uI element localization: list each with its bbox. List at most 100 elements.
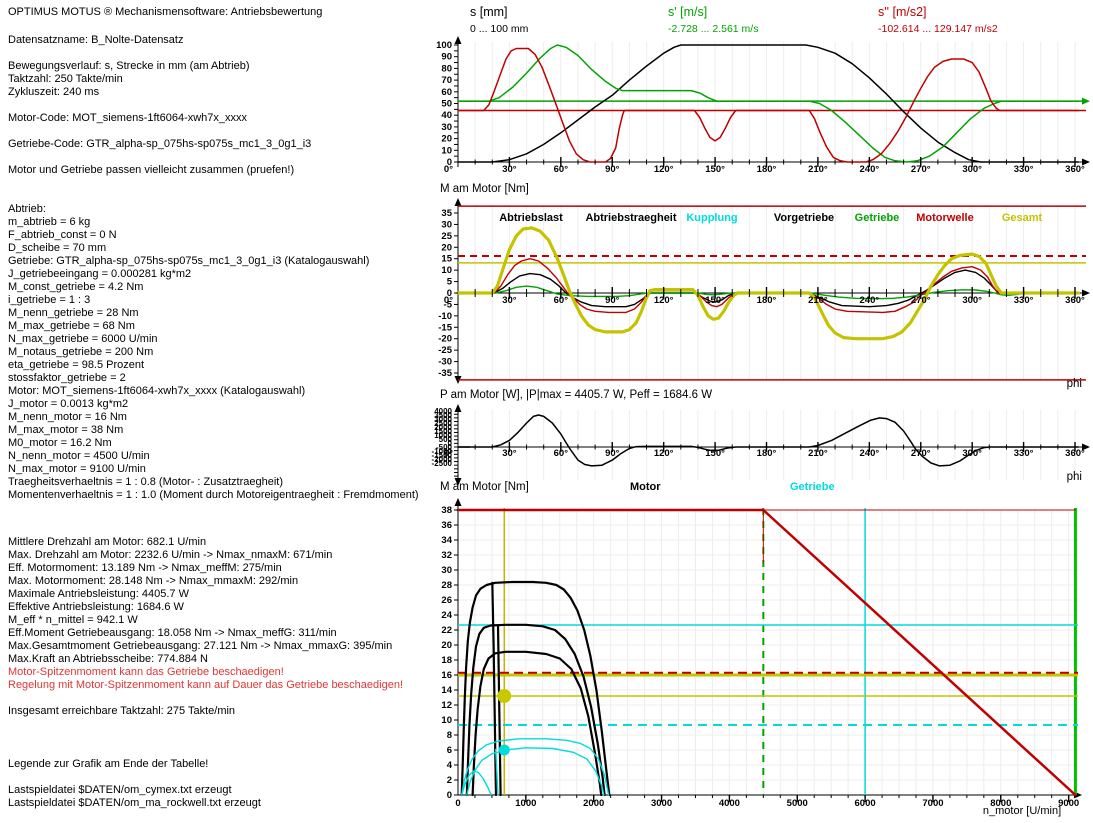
series-gear-load-outer <box>461 738 610 796</box>
x-tick-label: 0° <box>444 295 453 306</box>
axis-arrow <box>454 36 462 44</box>
info-line: Bewegungsverlauf: s, Strecke in mm (am A… <box>8 60 250 72</box>
x-tick-label: 150° <box>705 164 725 175</box>
x-tick-label: 2000 <box>583 798 604 809</box>
x-axis-label: n_motor [U/min] <box>983 805 1061 817</box>
x-tick-label: 60° <box>554 448 569 459</box>
y-tick-label: 20 <box>441 640 452 651</box>
chart-header-title: s' [m/s] <box>668 5 707 19</box>
warning-line: Regelung mit Motor-Spitzenmoment kann au… <box>8 679 404 691</box>
y-blob-label: 1000 <box>434 431 452 440</box>
x-tick-label: 4000 <box>719 798 740 809</box>
y-tick-label: 6 <box>447 745 452 756</box>
x-tick-label: 360° <box>1065 295 1085 306</box>
y-tick-label: 90 <box>441 52 452 63</box>
y-blob-label: -2500 <box>432 459 453 468</box>
x-tick-label: 0 <box>455 798 460 809</box>
y-tick-label: 12 <box>441 700 452 711</box>
series-P <box>457 414 1080 467</box>
legend-gesamt: Gesamt <box>1002 212 1043 224</box>
x-tick-label: 30° <box>502 164 517 175</box>
info-line: Motor-Code: MOT_siemens-1ft6064-xwh7x_xx… <box>8 112 248 124</box>
y-tick-label: 32 <box>441 550 452 561</box>
legend-motor: Motor <box>630 481 661 493</box>
y-tick-label: -20 <box>438 334 452 345</box>
info-line: D_scheibe = 70 mm <box>8 242 107 254</box>
y-tick-label: 4 <box>447 760 453 771</box>
series-s-prime <box>457 44 1080 163</box>
y-blob-label: 2500 <box>434 419 452 428</box>
info-line: J_motor = 0.0013 kg*m2 <box>8 398 129 410</box>
axis-arrow <box>1082 289 1090 297</box>
info-line: Zykluszeit: 240 ms <box>8 86 100 98</box>
y-blob-label: 3000 <box>434 415 452 424</box>
y-tick-label: 28 <box>441 580 452 591</box>
info-line: Getriebe-Code: GTR_alpha-sp_075hs-sp075s… <box>8 138 312 150</box>
x-tick-label: 120° <box>654 448 674 459</box>
info-line: Max.Kraft an Abtriebsscheibe: 774.884 N <box>8 653 208 665</box>
phi-label: phi <box>1067 378 1082 390</box>
series-gear-load-branch <box>495 748 499 796</box>
info-line: M_nenn_getriebe = 28 Nm <box>8 307 139 319</box>
info-line: Momentenverhaeltnis = 1 : 1.0 (Moment du… <box>8 489 419 501</box>
y-tick-label: 20 <box>441 242 452 253</box>
x-tick-label: 3000 <box>651 798 672 809</box>
series-motor-load-outer <box>460 580 611 797</box>
x-tick-label: 270° <box>911 448 931 459</box>
series-motor-load-branch-2 <box>496 624 502 797</box>
info-line: m_abtrieb = 6 kg <box>8 216 91 228</box>
info-line: M0_motor = 16.2 Nm <box>8 437 112 449</box>
x-tick-label: 210° <box>808 448 828 459</box>
series-gear-load-mid <box>466 747 605 796</box>
y-tick-label: 30 <box>441 219 452 230</box>
x-tick-label: 210° <box>808 164 828 175</box>
legend-vorgetriebe: Vorgetriebe <box>774 212 834 224</box>
info-line: M_eff * n_mittel = 942.1 W <box>8 614 138 626</box>
series-s <box>457 44 1080 163</box>
x-tick-label: 360° <box>1065 164 1085 175</box>
torque-phi-chart: 0° 30° 60° 90° 120° 150° 180° 210° 240° 270° 300° 3… <box>438 183 1090 390</box>
info-line: N_nenn_motor = 4500 U/min <box>8 450 150 462</box>
series-motor-load-branch-1 <box>491 581 498 797</box>
legend-abtriebstraegheit: Abtriebstraegheit <box>585 212 676 224</box>
chart-header-range: -102.614 ... 129.147 m/s2 <box>878 23 998 35</box>
y-tick-label: 25 <box>441 231 452 242</box>
info-line: M_max_getriebe = 68 Nm <box>8 320 135 332</box>
info-line: M_nenn_motor = 16 Nm <box>8 411 127 423</box>
y-blob-label: 500 <box>439 435 453 444</box>
info-line: Eff. Motormoment: 13.189 Nm -> Nmax_meff… <box>8 562 282 574</box>
text-group-4: Getriebe-Code: GTR_alpha-sp_075hs-sp075s… <box>8 138 448 151</box>
x-tick-label: 300° <box>962 164 982 175</box>
info-line: N_max_motor = 9100 U/min <box>8 463 146 475</box>
info-line: N_max_getriebe = 6000 U/min <box>8 333 158 345</box>
chart-title: P am Motor [W], |P|max = 4405.7 W, Peff … <box>440 389 712 401</box>
y-blob-label: 2000 <box>434 423 452 432</box>
legend-motorwelle: Motorwelle <box>916 212 973 224</box>
legend-getriebe: Getriebe <box>855 212 900 224</box>
axis-arrow <box>1082 158 1090 166</box>
x-tick-label: 150° <box>705 448 725 459</box>
y-tick-label: -30 <box>438 357 452 368</box>
x-tick-label: 210° <box>808 295 828 306</box>
info-line: Lastspieldatei $DATEN/om_ma_rockwell.txt… <box>8 797 261 809</box>
x-tick-label: 330° <box>1014 295 1034 306</box>
y-tick-label: 10 <box>441 145 452 156</box>
y-tick-label: -5 <box>444 299 453 310</box>
series-motor-load-mid <box>465 623 606 797</box>
y-tick-label: 34 <box>441 535 452 546</box>
legend-getriebe: Getriebe <box>790 481 835 493</box>
chart-header-title: s'' [m/s2] <box>878 5 927 19</box>
info-line: Insgesamt erreichbare Taktzahl: 275 Takt… <box>8 705 236 717</box>
x-tick-label: 90° <box>605 295 620 306</box>
green-axis-arrow <box>1082 97 1090 105</box>
info-line: Traegheitsverhaeltnis = 1 : 0.8 (Motor- … <box>8 476 284 488</box>
y-tick-label: 0 <box>447 288 452 299</box>
legend-abtriebslast: Abtriebslast <box>499 212 563 224</box>
x-tick-label: 270° <box>911 164 931 175</box>
chart-title: M am Motor [Nm] <box>440 183 529 195</box>
x-tick-label: 240° <box>860 164 880 175</box>
power-chart: 0° 30° 60° 90° 120° 150° 180° 210° 240° 270° 300° 3… <box>432 389 1090 486</box>
operating-point-gear <box>498 744 510 756</box>
info-line: Maximale Antriebsleistung: 4405.7 W <box>8 588 189 600</box>
series-motorwelle <box>457 258 1080 314</box>
